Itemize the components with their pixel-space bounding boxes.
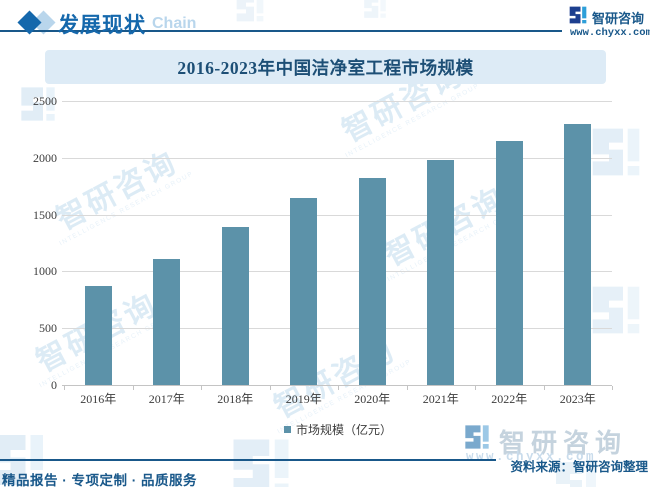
x-axis-label: 2022年 [491,392,528,406]
x-axis-label: 2020年 [354,392,391,406]
axis-tick [612,386,613,390]
legend-label: 市场规模（亿元） [295,423,392,437]
bar-2016 [84,285,112,385]
y-axis-tick-label: 1500 [33,207,57,222]
footer-divider [0,459,496,461]
bar-2019 [290,197,318,385]
axis-tick [132,386,134,390]
watermark-logo-icon [364,0,386,18]
brand-name: 智研咨询 [592,11,645,26]
legend-swatch [283,426,291,433]
gridline [62,328,612,330]
watermark-logo-icon [592,286,640,334]
gridline [62,214,612,216]
bar-2020 [358,177,386,385]
footer-slogan: 精品报告 · 专项定制 · 品质服务 [2,473,197,487]
watermark-logo-icon [233,439,289,487]
footer-brand-logo-icon [465,425,489,449]
x-axis-label: 2019年 [285,392,322,406]
x-axis-label: 2016年 [80,392,117,406]
axis-tick [201,386,202,390]
x-axis-label: 2017年 [148,392,185,406]
brand-logo-icon [569,6,587,24]
gridline [62,101,612,102]
chart-legend: 市场规模（亿元） [64,421,612,438]
watermark-logo-icon [236,0,264,22]
section-watermark-text: Chain [152,15,197,32]
data-source-text: 资料来源：智研咨询整理 [510,460,648,474]
watermark-logo-icon [592,128,640,176]
x-axis-label: 2018年 [217,392,254,406]
chart-title-bar: 2016-2023年中国洁净室工程市场规模 [45,50,606,84]
bar-2022 [495,141,523,385]
bar-2021 [427,159,455,385]
axis-tick [338,386,339,390]
header-divider [0,30,562,32]
bar-2023 [564,123,592,385]
axis-tick [269,386,271,390]
y-axis-tick-label: 0 [51,378,57,392]
gridline [62,385,612,386]
chart-title: 2016-2023年中国洁净室工程市场规模 [177,57,474,78]
axis-tick [475,386,476,390]
axis-tick [406,386,408,390]
footer-site-url: www.chyxx.com [466,450,597,464]
bar-2018 [221,226,249,385]
y-axis-tick-label: 2000 [33,150,57,165]
watermark-logo-icon [21,87,55,121]
y-axis-tick-label: 1000 [33,264,57,279]
section-title: 发展现状 [58,14,146,37]
gridline [62,157,612,159]
y-axis-tick-label: 500 [39,321,57,336]
x-axis-label: 2023年 [559,392,596,406]
footer-brand-name: 智研咨询 [499,428,628,458]
axis-tick [543,386,545,390]
gridline [62,271,612,273]
watermark-brand: 智研咨询 [269,333,402,425]
site-url: www.chyxx.com [570,27,650,39]
x-axis-label: 2021年 [422,392,459,406]
bar-2017 [153,258,181,385]
y-axis-tick-label: 2500 [33,94,57,108]
watermark-logo-icon [556,462,596,487]
axis-tick [64,386,65,390]
